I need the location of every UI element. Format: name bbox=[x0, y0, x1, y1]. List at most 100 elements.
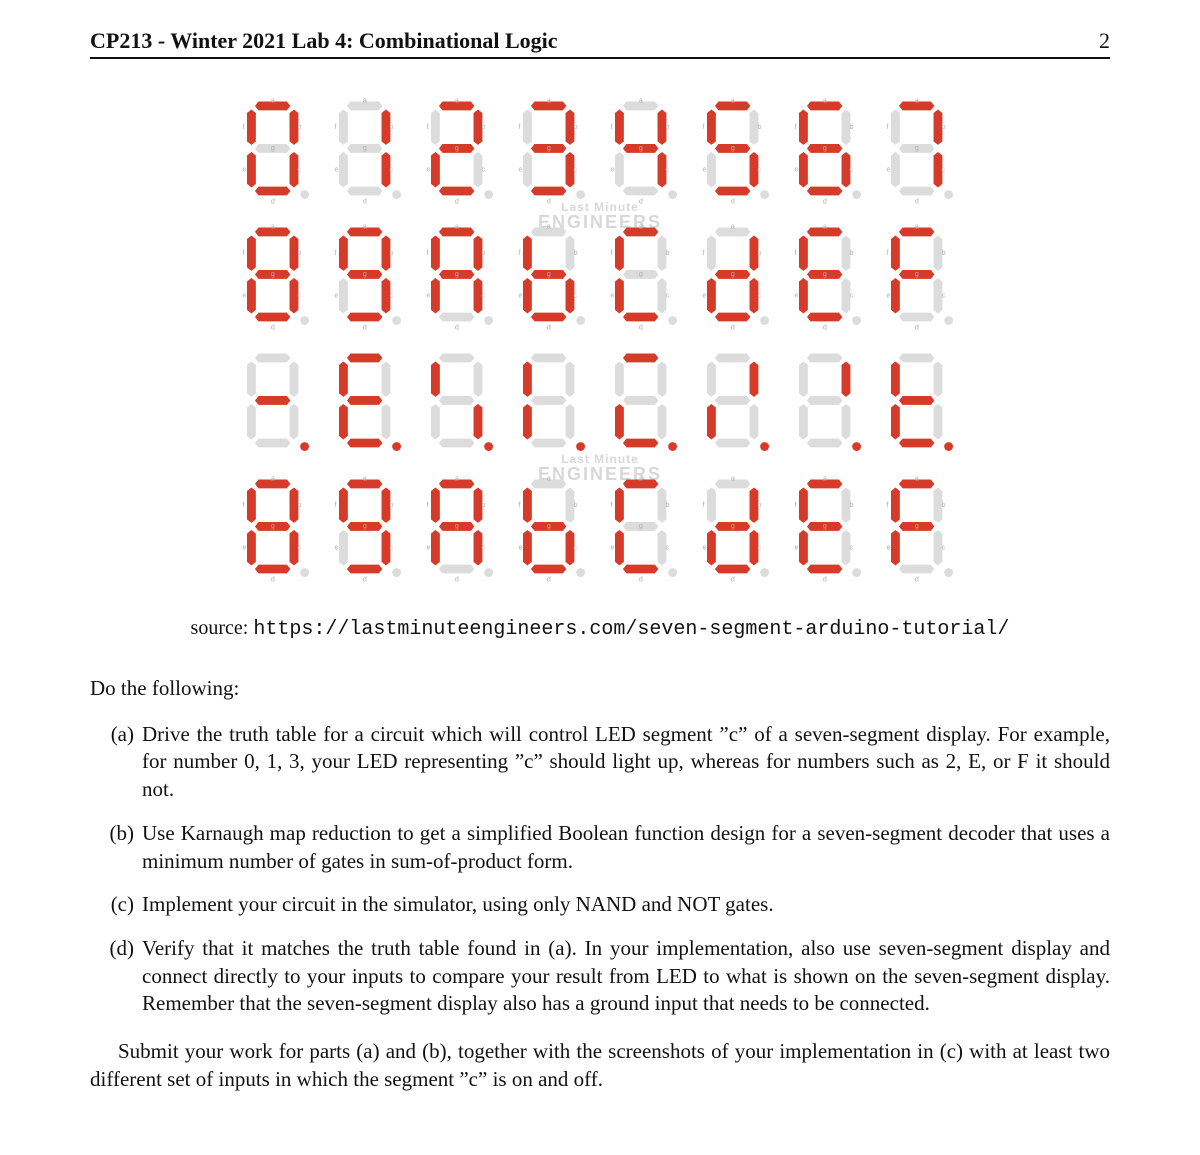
svg-text:c: c bbox=[482, 292, 486, 300]
svg-text:a: a bbox=[639, 474, 643, 482]
svg-text:e: e bbox=[427, 544, 431, 552]
svg-text:a: a bbox=[271, 474, 275, 482]
svg-text:f: f bbox=[243, 249, 245, 257]
seven-segment-icon: a b c d e f g bbox=[423, 471, 501, 589]
seven-segment-digit: a b c d e f g bbox=[331, 471, 409, 589]
svg-text:c: c bbox=[298, 292, 302, 300]
svg-text:c: c bbox=[390, 166, 394, 174]
svg-text:g: g bbox=[455, 144, 459, 152]
svg-text:f: f bbox=[243, 501, 245, 509]
svg-text:g: g bbox=[271, 522, 275, 530]
svg-text:a: a bbox=[363, 96, 367, 104]
seven-segment-icon: a b c d e f g bbox=[331, 219, 409, 337]
svg-text:e: e bbox=[611, 166, 615, 174]
seven-segment-row: a b c d e f g a b c d e f g bbox=[239, 471, 961, 589]
svg-text:a: a bbox=[823, 96, 827, 104]
svg-text:b: b bbox=[850, 249, 854, 257]
svg-text:d: d bbox=[547, 323, 551, 331]
svg-text:a: a bbox=[915, 474, 919, 482]
svg-text:a: a bbox=[915, 222, 919, 230]
svg-text:e: e bbox=[335, 166, 339, 174]
svg-text:d: d bbox=[271, 575, 275, 583]
svg-text:e: e bbox=[795, 166, 799, 174]
svg-text:a: a bbox=[547, 96, 551, 104]
seven-segment-icon: a b c d e f g bbox=[791, 471, 869, 589]
seven-segment-row: Last MinuteENGINEERS bbox=[239, 345, 961, 463]
svg-text:f: f bbox=[427, 249, 429, 257]
seven-segment-digit bbox=[515, 345, 593, 463]
svg-text:e: e bbox=[243, 544, 247, 552]
seven-segment-icon: a b c d e f g bbox=[791, 219, 869, 337]
seven-segment-icon: a b c d e f g bbox=[239, 219, 317, 337]
svg-text:b: b bbox=[942, 123, 946, 131]
svg-text:c: c bbox=[666, 544, 670, 552]
svg-text:e: e bbox=[335, 544, 339, 552]
seven-segment-digit: a b c d e f g bbox=[331, 219, 409, 337]
svg-text:g: g bbox=[639, 522, 643, 530]
seven-segment-digit: a b c d e f g bbox=[607, 93, 685, 211]
svg-text:g: g bbox=[455, 522, 459, 530]
svg-text:a: a bbox=[455, 222, 459, 230]
seven-segment-icon: a b c d e f g bbox=[239, 93, 317, 211]
svg-text:g: g bbox=[731, 270, 735, 278]
svg-text:e: e bbox=[887, 292, 891, 300]
seven-segment-icon bbox=[791, 345, 869, 463]
svg-text:a: a bbox=[731, 222, 735, 230]
seven-segment-row: a b c d e f g a b c d e f g bbox=[239, 93, 961, 211]
task-item: (d)Verify that it matches the truth tabl… bbox=[90, 935, 1110, 1018]
seven-segment-icon: a b c d e f g bbox=[883, 471, 961, 589]
svg-text:g: g bbox=[823, 522, 827, 530]
seven-segment-digit: a b c d e f g bbox=[515, 219, 593, 337]
seven-segment-digit: a b c d e f g bbox=[699, 471, 777, 589]
svg-text:e: e bbox=[519, 292, 523, 300]
seven-segment-icon: a b c d e f g bbox=[423, 93, 501, 211]
seven-segment-icon bbox=[699, 345, 777, 463]
seven-segment-icon bbox=[607, 345, 685, 463]
seven-segment-icon: a b c d e f g bbox=[883, 219, 961, 337]
svg-text:d: d bbox=[731, 323, 735, 331]
seven-segment-digit bbox=[239, 345, 317, 463]
seven-segment-icon: a b c d e f g bbox=[883, 93, 961, 211]
svg-text:b: b bbox=[666, 501, 670, 509]
svg-text:b: b bbox=[574, 123, 578, 131]
seven-segment-digit: a b c d e f g bbox=[607, 471, 685, 589]
task-text: Implement your circuit in the simulator,… bbox=[142, 891, 1110, 919]
seven-segment-digit bbox=[331, 345, 409, 463]
svg-text:c: c bbox=[298, 544, 302, 552]
task-label: (d) bbox=[90, 935, 142, 1018]
svg-text:a: a bbox=[639, 222, 643, 230]
task-label: (c) bbox=[90, 891, 142, 919]
svg-text:f: f bbox=[427, 123, 429, 131]
figure-caption: source: https://lastminuteengineers.com/… bbox=[90, 617, 1110, 641]
svg-text:f: f bbox=[519, 123, 521, 131]
svg-text:d: d bbox=[455, 197, 459, 205]
seven-segment-digit: a b c d e f g bbox=[883, 471, 961, 589]
svg-text:g: g bbox=[915, 522, 919, 530]
svg-text:c: c bbox=[390, 544, 394, 552]
svg-text:d: d bbox=[731, 197, 735, 205]
svg-text:d: d bbox=[455, 575, 459, 583]
seven-segment-digit: a b c d e f g bbox=[883, 219, 961, 337]
svg-text:f: f bbox=[427, 501, 429, 509]
svg-text:b: b bbox=[482, 123, 486, 131]
svg-text:f: f bbox=[519, 249, 521, 257]
svg-text:f: f bbox=[243, 123, 245, 131]
svg-text:e: e bbox=[703, 166, 707, 174]
svg-text:d: d bbox=[639, 323, 643, 331]
svg-text:b: b bbox=[390, 501, 394, 509]
seven-segment-figure: a b c d e f g a b c d e f g bbox=[200, 87, 1000, 599]
svg-text:d: d bbox=[271, 197, 275, 205]
seven-segment-icon: a b c d e f g bbox=[699, 93, 777, 211]
seven-segment-digit bbox=[699, 345, 777, 463]
svg-text:g: g bbox=[271, 270, 275, 278]
svg-text:g: g bbox=[363, 270, 367, 278]
svg-text:g: g bbox=[639, 270, 643, 278]
seven-segment-digit: a b c d e f g bbox=[699, 93, 777, 211]
svg-text:f: f bbox=[703, 123, 705, 131]
svg-text:e: e bbox=[887, 166, 891, 174]
seven-segment-icon: a b c d e f g bbox=[331, 471, 409, 589]
svg-text:c: c bbox=[758, 544, 762, 552]
page-header: CP213 - Winter 2021 Lab 4: Combinational… bbox=[90, 28, 1110, 59]
svg-text:g: g bbox=[271, 144, 275, 152]
svg-text:d: d bbox=[547, 197, 551, 205]
